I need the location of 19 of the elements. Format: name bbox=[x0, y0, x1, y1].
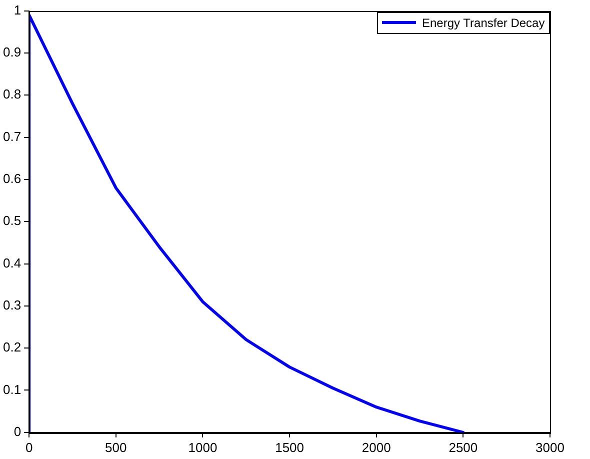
y-tick-label: 0.5 bbox=[2, 213, 22, 228]
x-tick-label: 500 bbox=[105, 440, 127, 455]
x-tick-label: 0 bbox=[25, 440, 33, 455]
x-tick-label: 1000 bbox=[188, 440, 218, 455]
y-tick-label: 0.2 bbox=[2, 340, 22, 355]
y-tick-label: 0 bbox=[14, 424, 22, 439]
x-tick-label: 1500 bbox=[275, 440, 304, 455]
y-tick-label: 0.6 bbox=[2, 171, 22, 186]
x-tick-label: 3000 bbox=[536, 440, 564, 455]
y-tick-label: 0.8 bbox=[2, 86, 22, 102]
y-tick-label: 0.3 bbox=[2, 298, 22, 312]
y-tick-label: 0.4 bbox=[2, 255, 22, 270]
x-tick-label: 2000 bbox=[362, 440, 391, 455]
x-tick-label: 2500 bbox=[448, 440, 478, 455]
y-tick-label: 0.9 bbox=[2, 44, 22, 60]
y-tick-label: 1 bbox=[14, 2, 22, 18]
y-tick-label: 0.7 bbox=[2, 128, 22, 144]
legend-label: Energy Transfer Decay bbox=[422, 16, 545, 30]
y-tick-label: 0.1 bbox=[2, 382, 22, 397]
